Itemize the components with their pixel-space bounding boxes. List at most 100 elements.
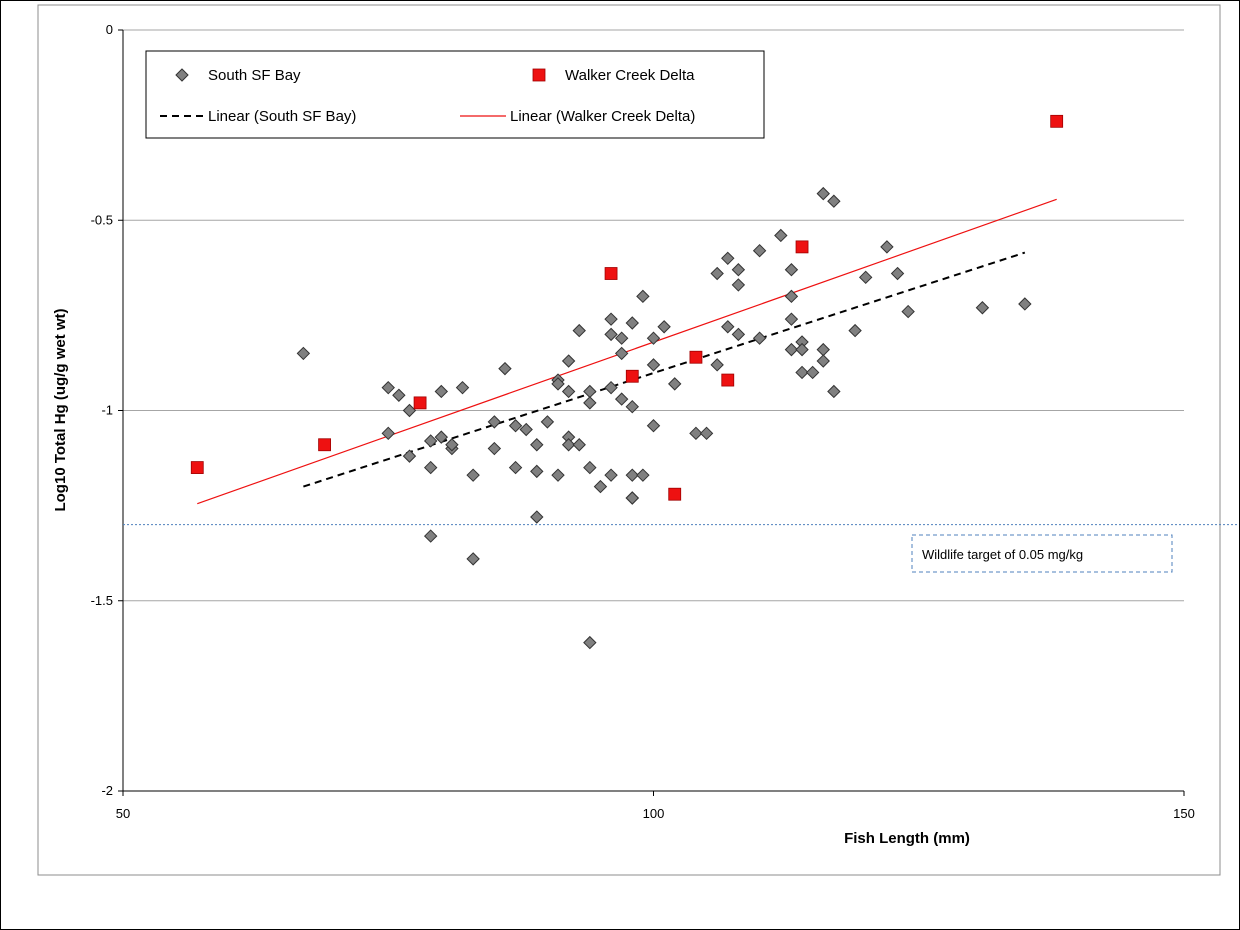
- point-south-sf-bay: [498, 361, 512, 376]
- gridlines: [123, 29, 1184, 792]
- point-south-sf-bay: [381, 380, 395, 395]
- point-south-sf-bay: [1018, 297, 1032, 311]
- point-south-sf-bay: [392, 388, 406, 402]
- point-south-sf-bay: [423, 460, 438, 475]
- legend-box: [145, 50, 765, 139]
- point-south-sf-bay: [583, 635, 597, 650]
- point-south-sf-bay: [614, 331, 629, 345]
- point-walker-creek-delta: [190, 461, 204, 474]
- point-south-sf-bay: [816, 342, 830, 357]
- y-tick-label: 0: [106, 22, 113, 37]
- point-south-sf-bay: [827, 384, 841, 399]
- point-south-sf-bay: [561, 354, 576, 368]
- point-south-sf-bay: [731, 327, 746, 342]
- legend-label-south-sf-bay: South SF Bay: [208, 67, 301, 84]
- point-south-sf-bay: [572, 323, 586, 338]
- trendline-south-sf-bay: [303, 251, 1026, 488]
- x-tick-label: 100: [643, 806, 665, 821]
- y-axis-title: Log10 Total Hg (ug/g wet wt): [52, 308, 69, 511]
- point-south-sf-bay: [646, 331, 661, 345]
- point-south-sf-bay: [625, 399, 639, 414]
- point-walker-creek-delta: [721, 373, 735, 387]
- x-tick-label: 150: [1173, 806, 1195, 821]
- point-south-sf-bay: [381, 426, 395, 441]
- point-south-sf-bay: [795, 365, 809, 380]
- data-points: [190, 114, 1064, 650]
- point-south-sf-bay: [752, 331, 767, 345]
- point-south-sf-bay: [466, 468, 480, 482]
- point-walker-creek-delta: [689, 350, 703, 364]
- point-south-sf-bay: [625, 491, 639, 505]
- point-south-sf-bay: [784, 263, 799, 277]
- point-south-sf-bay: [689, 426, 703, 441]
- point-south-sf-bay: [445, 438, 459, 452]
- point-south-sf-bay: [901, 304, 915, 319]
- point-south-sf-bay: [827, 194, 841, 208]
- point-south-sf-bay: [561, 438, 576, 452]
- point-south-sf-bay: [583, 396, 597, 410]
- legend-label-linear-walker-creek-delta: Linear (Walker Creek Delta): [510, 108, 695, 125]
- y-tick-label: -0.5: [91, 212, 113, 227]
- legend-square-marker: [532, 68, 546, 82]
- point-south-sf-bay: [402, 449, 417, 463]
- point-south-sf-bay: [487, 415, 502, 429]
- point-south-sf-bay: [731, 263, 746, 277]
- legend: South SF Bay Walker Creek Delta Linear (…: [145, 50, 765, 139]
- point-south-sf-bay: [784, 312, 799, 326]
- point-south-sf-bay: [784, 289, 799, 304]
- point-south-sf-bay: [668, 377, 682, 391]
- point-walker-creek-delta: [604, 267, 618, 280]
- legend-label-linear-south-sf-bay: Linear (South SF Bay): [208, 108, 356, 125]
- point-south-sf-bay: [530, 438, 544, 452]
- point-south-sf-bay: [604, 468, 618, 482]
- point-south-sf-bay: [646, 419, 661, 433]
- point-south-sf-bay: [434, 430, 449, 444]
- point-south-sf-bay: [402, 403, 417, 418]
- point-south-sf-bay: [721, 251, 735, 266]
- y-tick-label: -1.5: [91, 593, 113, 608]
- point-south-sf-bay: [434, 384, 449, 399]
- point-walker-creek-delta: [795, 240, 809, 254]
- legend-diamond-marker: [175, 68, 189, 82]
- point-south-sf-bay: [625, 316, 639, 330]
- point-south-sf-bay: [583, 384, 597, 399]
- point-south-sf-bay: [530, 510, 544, 524]
- trendline-walker-creek-delta: [197, 198, 1057, 505]
- point-south-sf-bay: [551, 468, 565, 482]
- point-south-sf-bay: [731, 278, 746, 292]
- axes: 0 -0.5 -1 -1.5 -250 100 150: [91, 22, 1195, 821]
- point-south-sf-bay: [530, 464, 544, 479]
- point-south-sf-bay: [593, 479, 608, 494]
- point-south-sf-bay: [572, 438, 586, 452]
- point-south-sf-bay: [848, 323, 862, 338]
- point-south-sf-bay: [561, 384, 576, 399]
- point-south-sf-bay: [614, 346, 629, 361]
- point-south-sf-bay: [657, 320, 671, 334]
- trendlines: [197, 198, 1057, 505]
- point-south-sf-bay: [508, 419, 523, 433]
- point-south-sf-bay: [604, 380, 618, 395]
- point-south-sf-bay: [625, 468, 639, 482]
- point-south-sf-bay: [646, 358, 661, 372]
- point-south-sf-bay: [583, 460, 597, 475]
- point-south-sf-bay: [721, 320, 735, 334]
- point-south-sf-bay: [774, 228, 788, 243]
- point-south-sf-bay: [455, 380, 470, 395]
- point-south-sf-bay: [890, 266, 905, 281]
- point-south-sf-bay: [487, 441, 502, 456]
- point-south-sf-bay: [858, 270, 873, 285]
- chart-area-border: [37, 4, 1221, 876]
- x-tick-label: 50: [116, 806, 130, 821]
- y-tick-label: -2: [101, 783, 113, 798]
- point-walker-creek-delta: [668, 487, 682, 501]
- legend-label-walker-creek-delta: Walker Creek Delta: [565, 67, 695, 84]
- point-south-sf-bay: [752, 243, 767, 258]
- point-south-sf-bay: [423, 529, 438, 543]
- annotation-label: Wildlife target of 0.05 mg/kg: [922, 547, 1083, 562]
- point-south-sf-bay: [636, 468, 650, 482]
- x-axis-title: Fish Length (mm): [844, 830, 970, 847]
- point-south-sf-bay: [508, 460, 523, 475]
- point-south-sf-bay: [604, 312, 618, 326]
- point-south-sf-bay: [636, 289, 650, 304]
